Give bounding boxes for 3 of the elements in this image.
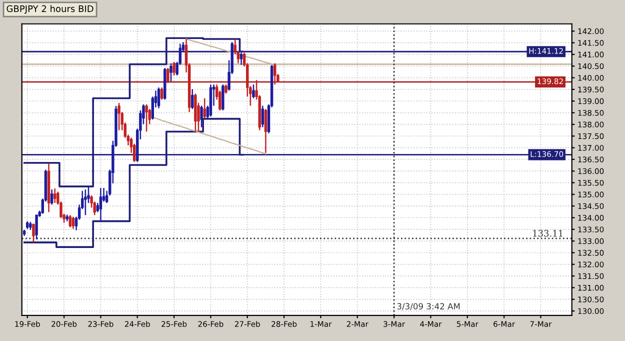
ref-line-label: 133.11 [533, 230, 562, 237]
ref-line-label: 3/3/09 3:42 AM [397, 303, 460, 310]
chart-title: GBPJPY 2 hours BID [6, 5, 94, 14]
